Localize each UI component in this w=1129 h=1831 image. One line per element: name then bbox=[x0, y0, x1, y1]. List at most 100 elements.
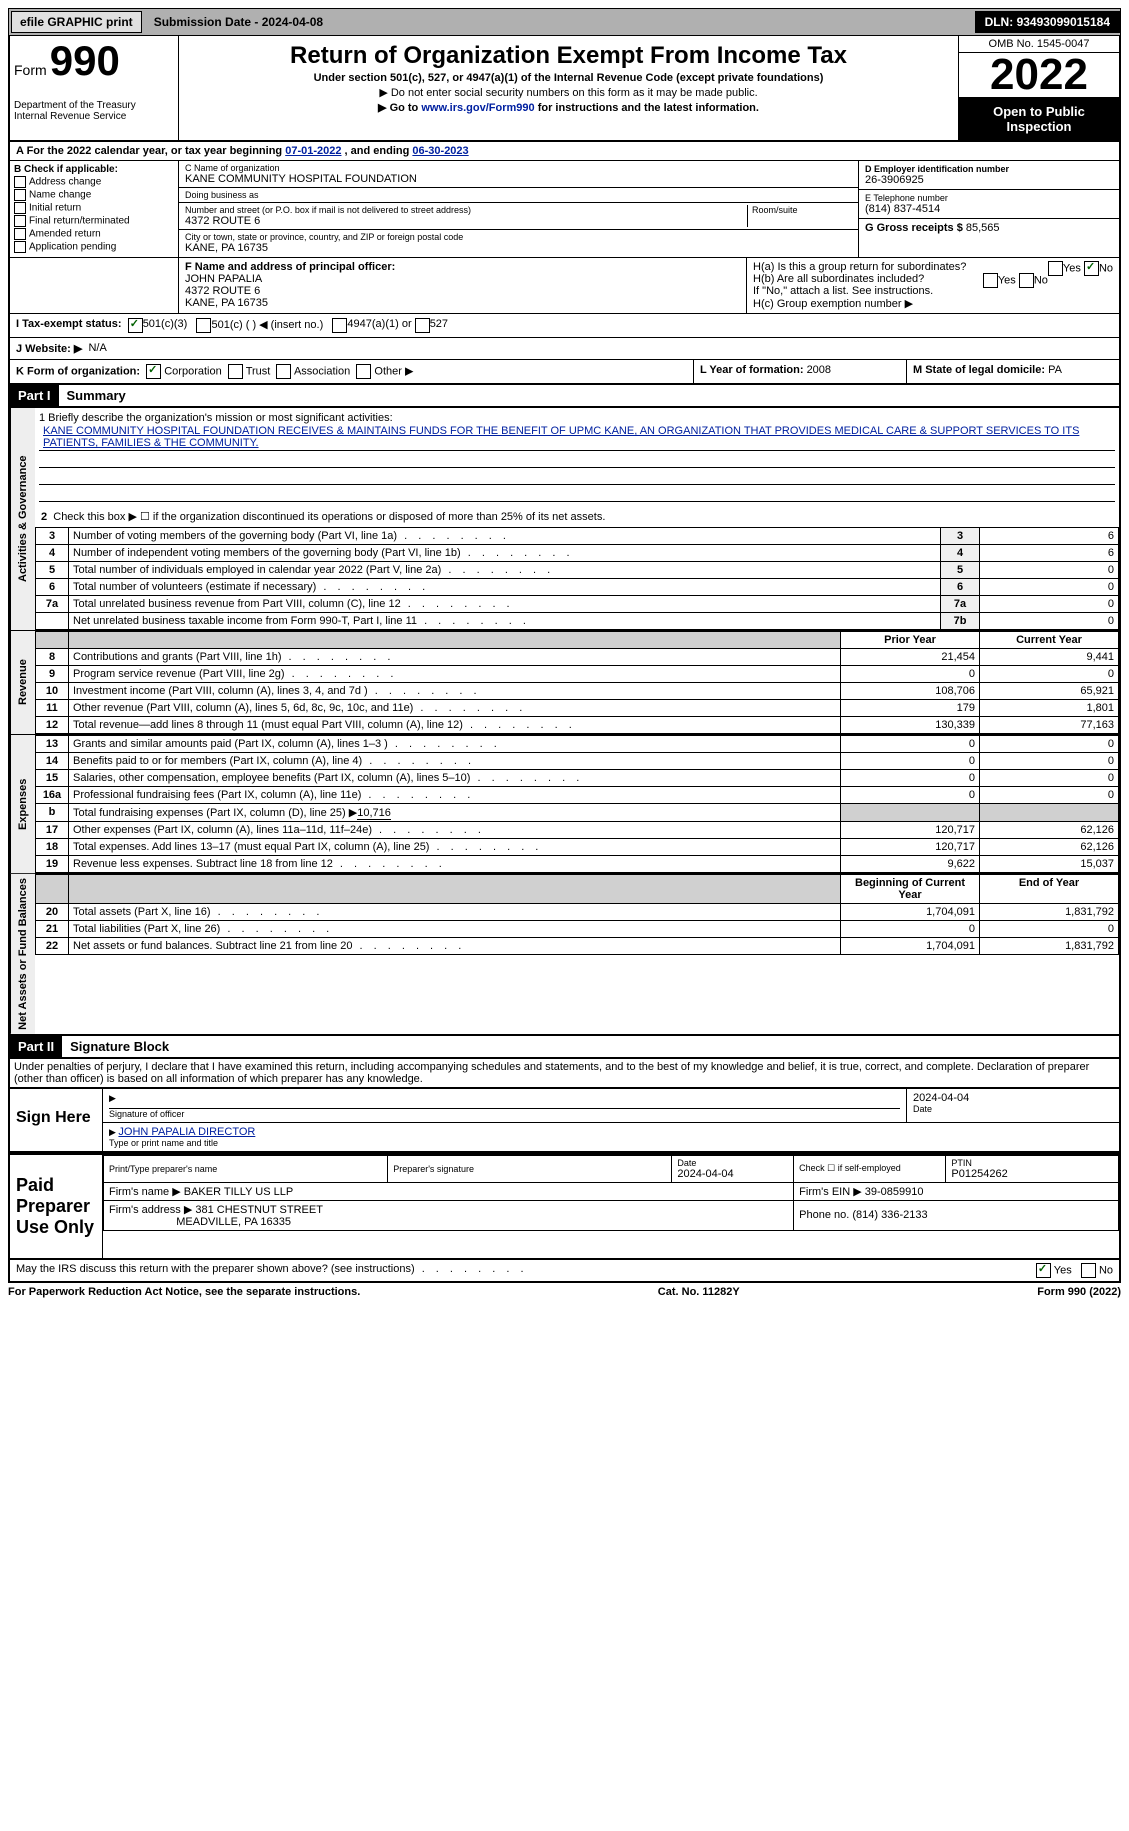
chk-app-pending[interactable] bbox=[14, 241, 26, 253]
l-label: L Year of formation: bbox=[700, 364, 807, 376]
section-b-blank bbox=[10, 258, 179, 313]
officer-street: 4372 ROUTE 6 bbox=[185, 285, 260, 297]
hb-yes[interactable] bbox=[983, 273, 998, 288]
part1-header: Part I Summary bbox=[8, 385, 1121, 408]
chk-corp[interactable] bbox=[146, 364, 161, 379]
firm-name: BAKER TILLY US LLP bbox=[184, 1186, 293, 1198]
firm-addr1: 381 CHESTNUT STREET bbox=[195, 1204, 323, 1216]
org-name: KANE COMMUNITY HOSPITAL FOUNDATION bbox=[185, 173, 852, 185]
footer-right: Form 990 (2022) bbox=[1037, 1286, 1121, 1298]
sig-date: 2024-04-04 bbox=[913, 1092, 1113, 1104]
firm-phone-label: Phone no. bbox=[799, 1209, 852, 1221]
row-j: J Website: ▶ N/A bbox=[8, 338, 1121, 360]
chk-final-return[interactable] bbox=[14, 215, 26, 227]
mission-blank-1 bbox=[39, 451, 1115, 468]
hb-label: H(b) Are all subordinates included? bbox=[753, 273, 924, 285]
submission-date-label: Submission Date - 2024-04-08 bbox=[144, 12, 333, 32]
discuss-no[interactable] bbox=[1081, 1263, 1096, 1278]
ha-no[interactable] bbox=[1084, 261, 1099, 276]
dept-treasury: Department of the Treasury bbox=[14, 100, 174, 111]
header-right: OMB No. 1545-0047 2022 Open to Public In… bbox=[958, 36, 1119, 140]
row-i: I Tax-exempt status: 501(c)(3) 501(c) ( … bbox=[8, 314, 1121, 338]
website-value: N/A bbox=[88, 342, 106, 355]
officer-city: KANE, PA 16735 bbox=[185, 297, 268, 309]
top-bar: efile GRAPHIC print Submission Date - 20… bbox=[8, 8, 1121, 36]
chk-527[interactable] bbox=[415, 318, 430, 333]
paid-preparer-label: Paid Preparer Use Only bbox=[10, 1155, 103, 1258]
a-label: A For the 2022 calendar year, or tax yea… bbox=[16, 145, 285, 157]
prep-name-label: Print/Type preparer's name bbox=[109, 1164, 382, 1174]
sig-name-label: Type or print name and title bbox=[109, 1138, 1113, 1148]
f-label: F Name and address of principal officer: bbox=[185, 261, 395, 273]
section-f: F Name and address of principal officer:… bbox=[179, 258, 746, 313]
efile-print-button[interactable]: efile GRAPHIC print bbox=[11, 11, 142, 33]
part2-header: Part II Signature Block bbox=[8, 1036, 1121, 1059]
form-label: Form bbox=[14, 62, 47, 78]
mission-label: 1 Briefly describe the organization's mi… bbox=[39, 412, 1115, 424]
line2-text: Check this box ▶ ☐ if the organization d… bbox=[53, 511, 605, 523]
tax-year: 2022 bbox=[959, 53, 1119, 98]
part1-badge: Part I bbox=[10, 385, 59, 406]
open-to-public: Open to Public Inspection bbox=[959, 98, 1119, 140]
street-label: Number and street (or P.O. box if mail i… bbox=[185, 205, 747, 215]
j-label: J Website: ▶ bbox=[16, 342, 82, 355]
form-title: Return of Organization Exempt From Incom… bbox=[185, 42, 952, 70]
page-footer: For Paperwork Reduction Act Notice, see … bbox=[8, 1283, 1121, 1301]
right-col-deg: D Employer identification number 26-3906… bbox=[858, 161, 1119, 257]
m-label: M State of legal domicile: bbox=[913, 364, 1048, 376]
identity-block: B Check if applicable: Address change Na… bbox=[8, 161, 1121, 258]
sig-date-label: Date bbox=[913, 1104, 1113, 1114]
netassets-table: Beginning of Current YearEnd of Year20To… bbox=[35, 874, 1119, 955]
k-label: K Form of organization: bbox=[16, 365, 140, 377]
expenses-table: 13Grants and similar amounts paid (Part … bbox=[35, 735, 1119, 873]
revenue-table: Prior YearCurrent Year8Contributions and… bbox=[35, 631, 1119, 734]
part1-title: Summary bbox=[59, 385, 134, 406]
footer-mid: Cat. No. 11282Y bbox=[658, 1286, 740, 1298]
discuss-question: May the IRS discuss this return with the… bbox=[16, 1263, 528, 1278]
chk-address-change[interactable] bbox=[14, 176, 26, 188]
firm-ein-label: Firm's EIN ▶ bbox=[799, 1186, 862, 1198]
preparer-table: Print/Type preparer's name Preparer's si… bbox=[103, 1155, 1119, 1231]
footer-left: For Paperwork Reduction Act Notice, see … bbox=[8, 1286, 360, 1298]
chk-501c3[interactable] bbox=[128, 318, 143, 333]
city-value: KANE, PA 16735 bbox=[185, 242, 852, 254]
chk-name-change[interactable] bbox=[14, 189, 26, 201]
room-label: Room/suite bbox=[752, 205, 852, 215]
sidebar-revenue: Revenue bbox=[10, 631, 35, 734]
sign-here-label: Sign Here bbox=[10, 1089, 103, 1151]
form-header: Form 990 Department of the Treasury Inte… bbox=[8, 36, 1121, 142]
sidebar-netassets: Net Assets or Fund Balances bbox=[10, 874, 35, 1034]
chk-assoc[interactable] bbox=[276, 364, 291, 379]
b-label: B Check if applicable: bbox=[14, 164, 118, 175]
hb-no[interactable] bbox=[1019, 273, 1034, 288]
sidebar-activities: Activities & Governance bbox=[10, 408, 35, 630]
prep-sig-label: Preparer's signature bbox=[393, 1164, 666, 1174]
mission-blank-2 bbox=[39, 468, 1115, 485]
chk-501c[interactable] bbox=[196, 318, 211, 333]
part2-title: Signature Block bbox=[62, 1036, 177, 1057]
discuss-yes[interactable] bbox=[1036, 1263, 1051, 1278]
chk-initial-return[interactable] bbox=[14, 202, 26, 214]
ptin-value: P01254262 bbox=[951, 1168, 1007, 1180]
chk-trust[interactable] bbox=[228, 364, 243, 379]
sidebar-expenses: Expenses bbox=[10, 735, 35, 873]
part2-badge: Part II bbox=[10, 1036, 62, 1057]
phone-value: (814) 837-4514 bbox=[865, 203, 1113, 215]
section-h: H(a) Is this a group return for subordin… bbox=[746, 258, 1119, 313]
sign-here-block: Sign Here Signature of officer 2024-04-0… bbox=[8, 1087, 1121, 1153]
chk-4947[interactable] bbox=[332, 318, 347, 333]
row-klm: K Form of organization: Corporation Trus… bbox=[8, 360, 1121, 385]
d-label: D Employer identification number bbox=[865, 164, 1009, 174]
year-formation: 2008 bbox=[807, 364, 831, 376]
header-mid: Return of Organization Exempt From Incom… bbox=[179, 36, 958, 140]
ha-label: H(a) Is this a group return for subordin… bbox=[753, 261, 966, 273]
mission-blank-3 bbox=[39, 485, 1115, 502]
irs-link[interactable]: www.irs.gov/Form990 bbox=[421, 102, 534, 114]
chk-other[interactable] bbox=[356, 364, 371, 379]
form-subtitle: Under section 501(c), 527, or 4947(a)(1)… bbox=[185, 72, 952, 84]
firm-label: Firm's name ▶ bbox=[109, 1186, 181, 1198]
tax-year-begin: 07-01-2022 bbox=[285, 145, 341, 157]
chk-amended[interactable] bbox=[14, 228, 26, 240]
ha-yes[interactable] bbox=[1048, 261, 1063, 276]
sig-officer-label: Signature of officer bbox=[109, 1109, 900, 1119]
